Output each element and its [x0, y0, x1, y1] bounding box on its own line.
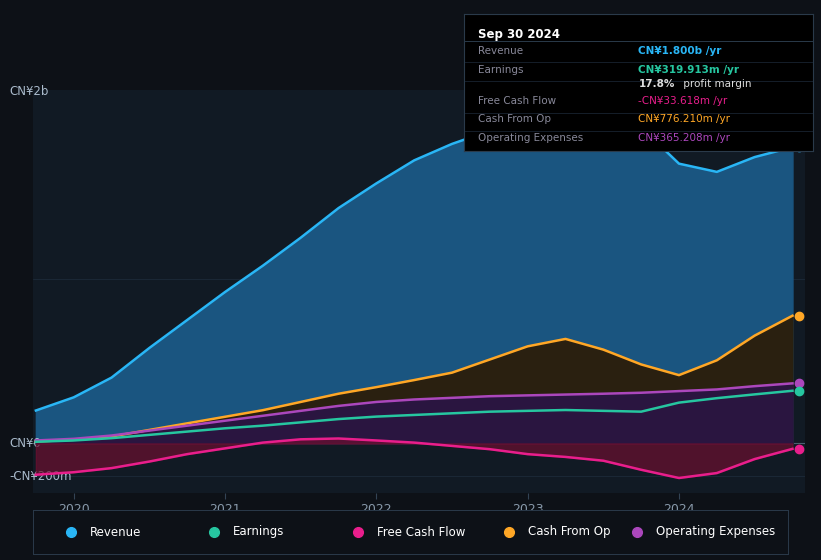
Text: profit margin: profit margin	[680, 79, 752, 89]
Text: Operating Expenses: Operating Expenses	[656, 525, 775, 539]
Text: Revenue: Revenue	[89, 525, 141, 539]
Text: 17.8%: 17.8%	[639, 79, 675, 89]
Text: CN¥365.208m /yr: CN¥365.208m /yr	[639, 133, 731, 143]
Text: CN¥776.210m /yr: CN¥776.210m /yr	[639, 114, 731, 124]
Text: Free Cash Flow: Free Cash Flow	[478, 96, 556, 106]
Text: Free Cash Flow: Free Cash Flow	[377, 525, 465, 539]
Text: Earnings: Earnings	[233, 525, 284, 539]
Text: CN¥2b: CN¥2b	[10, 85, 49, 98]
Text: Revenue: Revenue	[478, 45, 523, 55]
Text: -CN¥200m: -CN¥200m	[10, 470, 72, 483]
Text: CN¥1.800b /yr: CN¥1.800b /yr	[639, 45, 722, 55]
Text: -CN¥33.618m /yr: -CN¥33.618m /yr	[639, 96, 727, 106]
Text: CN¥0: CN¥0	[10, 437, 41, 450]
Text: Cash From Op: Cash From Op	[478, 114, 551, 124]
Text: Cash From Op: Cash From Op	[528, 525, 610, 539]
Text: CN¥319.913m /yr: CN¥319.913m /yr	[639, 65, 740, 75]
Text: Earnings: Earnings	[478, 65, 523, 75]
Text: Operating Expenses: Operating Expenses	[478, 133, 583, 143]
Text: Sep 30 2024: Sep 30 2024	[478, 28, 560, 41]
